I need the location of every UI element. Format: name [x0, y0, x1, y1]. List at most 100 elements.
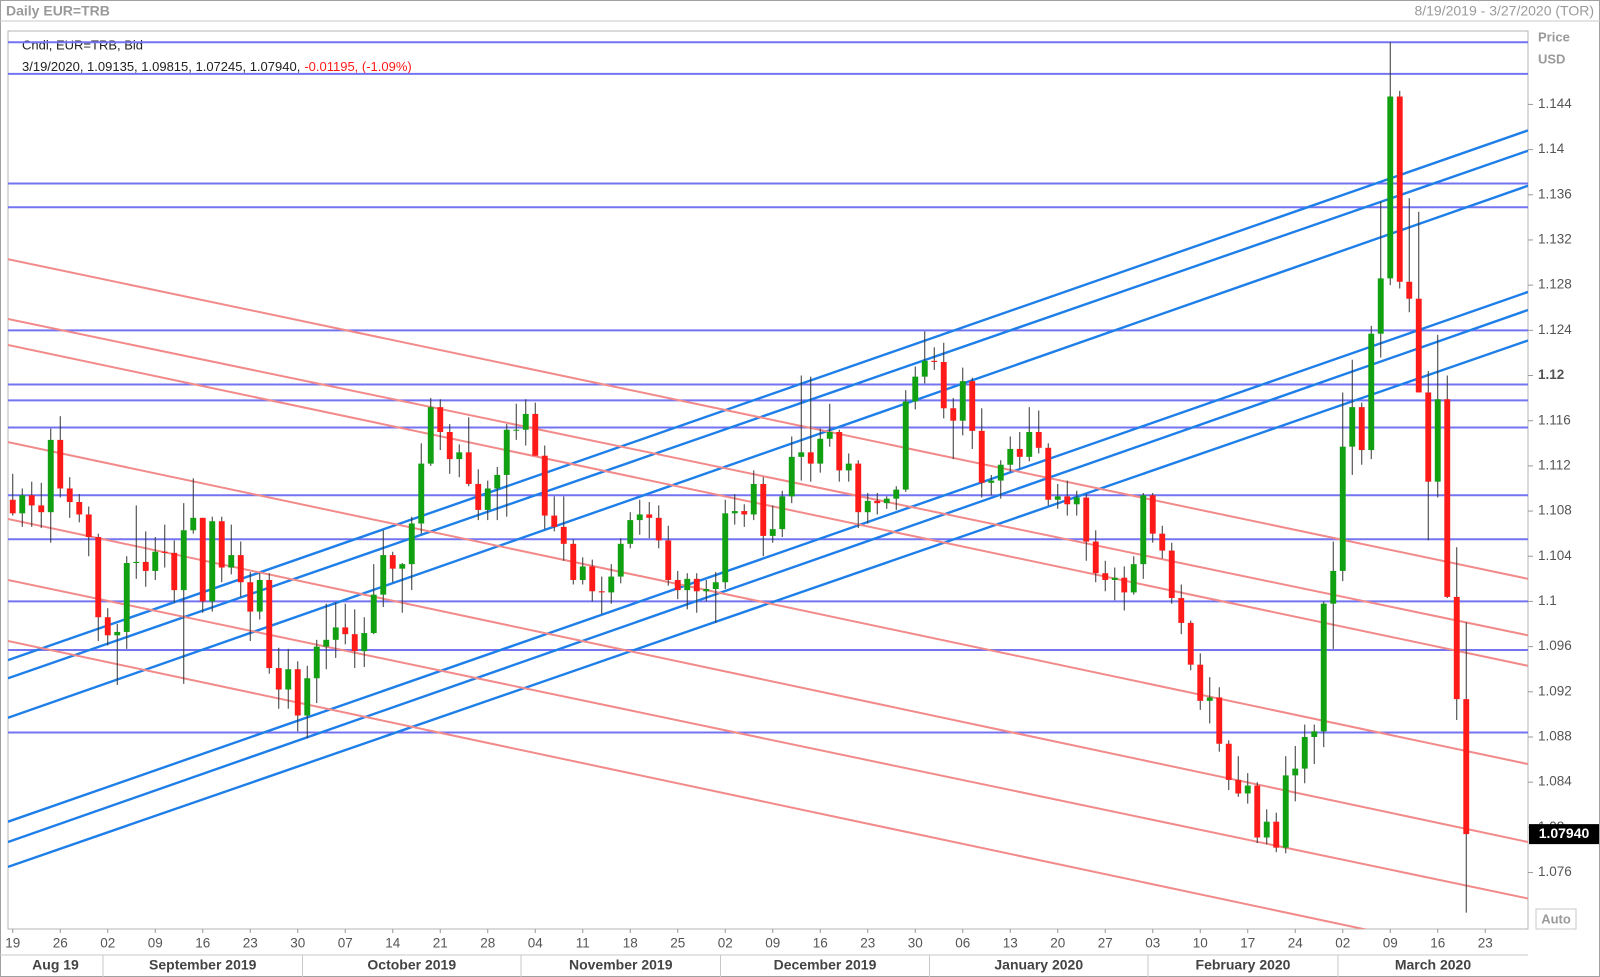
candle-body [484, 488, 491, 510]
candle-body [931, 360, 938, 362]
x-tick-label: 02 [1335, 936, 1350, 951]
candle-body [1083, 497, 1090, 542]
candle-body [465, 452, 472, 484]
candle-body [275, 668, 282, 690]
candle-body [209, 521, 216, 602]
candle-body [1425, 392, 1432, 482]
candle-body [408, 523, 415, 565]
candle-body [266, 579, 273, 669]
candle-body [1216, 697, 1223, 744]
last-price-tag [1529, 824, 1599, 845]
auto-button-label[interactable]: Auto [1541, 911, 1571, 926]
candle-body [1320, 603, 1327, 732]
candle-body [1434, 399, 1441, 482]
candle-body [38, 505, 45, 513]
candle-body [133, 561, 140, 564]
candle-body [674, 579, 681, 591]
candle-body [1463, 699, 1470, 835]
candle-body [237, 555, 244, 583]
candle-body [180, 530, 187, 591]
candle-body [57, 439, 64, 489]
candle-body [1330, 570, 1337, 604]
y-tick-label: 1.112 [1538, 457, 1571, 472]
candle-body [1140, 495, 1147, 565]
month-label: October 2019 [367, 957, 456, 973]
candle-body [741, 511, 748, 515]
candle-body [1149, 495, 1156, 534]
x-tick-label: 25 [670, 936, 685, 951]
candle-body [1244, 785, 1251, 794]
candle-body [1263, 821, 1270, 838]
candle-body [845, 463, 852, 471]
candle-body [285, 669, 292, 690]
candle-body [921, 360, 928, 377]
month-label: Aug 19 [32, 957, 79, 973]
y-tick-label: 1.104 [1538, 548, 1572, 563]
candle-body [874, 500, 881, 504]
candle-body [1206, 697, 1213, 701]
month-label: March 2020 [1395, 957, 1471, 973]
x-tick-label: 16 [195, 936, 210, 951]
candle-body [1130, 564, 1137, 593]
candle-body [864, 500, 871, 513]
axis-label: Price [1538, 29, 1570, 44]
candle-body [123, 563, 130, 632]
x-tick-label: 02 [718, 936, 733, 951]
legend-ohlc: 3/19/2020, 1.09135, 1.09815, 1.07245, 1.… [22, 59, 300, 74]
candle-body [370, 594, 377, 634]
x-tick-label: 09 [1383, 936, 1398, 951]
candle-body [1092, 541, 1099, 574]
auto-button[interactable] [1535, 908, 1577, 930]
candle-body [19, 495, 26, 514]
candle-body [684, 578, 691, 591]
y-tick-label: 1.1 [1538, 593, 1557, 608]
candle-body [47, 439, 54, 513]
candle-body [1396, 96, 1403, 282]
candle-body [1358, 407, 1365, 451]
last-price-label: 1.07940 [1539, 825, 1590, 841]
candle-body [332, 627, 339, 640]
candle-body [380, 555, 387, 595]
candle-body [779, 496, 786, 530]
candle-body [199, 517, 206, 602]
candle-body [104, 617, 111, 636]
x-tick-label: 27 [1098, 936, 1113, 951]
trend-line [8, 184, 1528, 719]
legend-title: Cndl, EUR=TRB, Bid [22, 37, 143, 52]
candle-body [608, 576, 615, 593]
candle-body [1073, 497, 1080, 505]
trend-line [8, 318, 1528, 637]
candle-body [9, 499, 16, 514]
candle-body [589, 566, 596, 592]
candle-body [171, 552, 178, 591]
candle-body [1292, 768, 1299, 776]
y-tick-label: 1.108 [1538, 503, 1572, 518]
y-tick-label: 1.076 [1538, 864, 1572, 879]
candle-body [256, 579, 263, 612]
candle-body [522, 413, 529, 430]
y-tick-label: 1.084 [1538, 774, 1572, 789]
candle-body [437, 407, 444, 432]
candle-body [1406, 281, 1413, 299]
candle-body [969, 381, 976, 431]
candle-body [750, 483, 757, 515]
candle-body [513, 429, 520, 431]
candle-body [389, 555, 396, 569]
candle-body [418, 463, 425, 524]
candle-body [228, 555, 235, 568]
x-tick-label: 09 [765, 936, 780, 951]
candle-body [760, 483, 767, 536]
candle-body [807, 452, 814, 464]
y-tick-label: 1.096 [1538, 638, 1572, 653]
y-tick-label: 1.116 [1538, 412, 1571, 427]
candle-body [560, 526, 567, 544]
candle-body [959, 381, 966, 421]
x-tick-label: 04 [528, 936, 544, 951]
candle-body [788, 456, 795, 497]
y-tick-label: 1.092 [1538, 683, 1572, 698]
candle-body [1178, 598, 1185, 623]
x-tick-label: 14 [385, 936, 401, 951]
candle-body [475, 483, 482, 510]
date-range: 8/19/2019 - 3/27/2020 (TOR) [1414, 3, 1594, 19]
